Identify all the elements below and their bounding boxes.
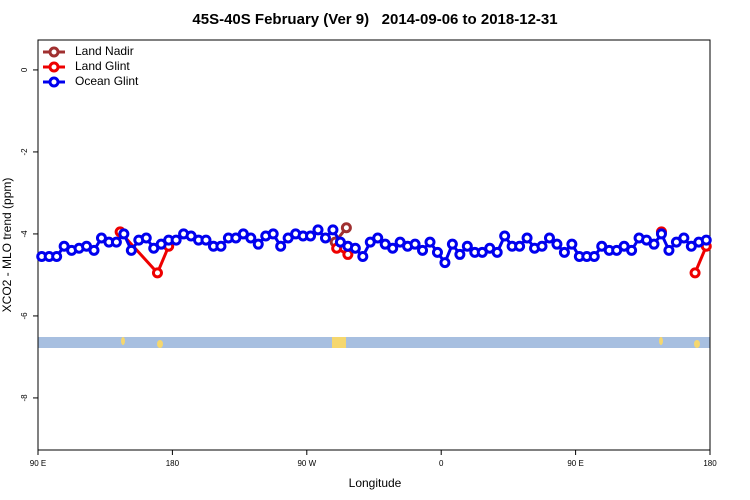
land-patch (157, 340, 163, 348)
x-tick-label: 90 E (567, 459, 583, 468)
x-tick-label: 90 E (30, 459, 46, 468)
data-point (543, 232, 555, 244)
data-point (88, 244, 100, 256)
data-point (267, 228, 279, 240)
legend-marker (48, 76, 60, 88)
series (36, 224, 712, 269)
x-tick-label: 180 (703, 459, 717, 468)
legend-label: Land Glint (75, 59, 130, 73)
y-tick-label: 0 (20, 67, 29, 72)
land-patch (694, 340, 700, 348)
x-axis-label: Longitude (349, 476, 402, 490)
data-point (252, 238, 264, 250)
legend-label: Ocean Glint (75, 74, 139, 88)
data-point (275, 240, 287, 252)
data-point (372, 232, 384, 244)
land-patch (121, 337, 125, 345)
data-point (558, 246, 570, 258)
data-point (521, 232, 533, 244)
data-point (110, 236, 122, 248)
y-tick-label: -6 (20, 312, 29, 320)
data-point (140, 232, 152, 244)
data-point (551, 238, 563, 250)
land-patch (659, 337, 663, 345)
x-tick-label: 180 (166, 459, 180, 468)
data-point (439, 257, 451, 269)
data-point (327, 224, 339, 236)
data-point (454, 248, 466, 260)
data-point (319, 232, 331, 244)
x-tick-label: 90 W (297, 459, 316, 468)
data-point (566, 238, 578, 250)
data-point (417, 244, 429, 256)
legend-label: Land Nadir (75, 44, 134, 58)
data-point (588, 250, 600, 262)
x-tick-label: 0 (439, 459, 444, 468)
data-point (461, 240, 473, 252)
data-point (446, 238, 458, 250)
data-point (170, 234, 182, 246)
data-point (200, 234, 212, 246)
legend-marker (48, 46, 60, 58)
data-point (700, 234, 712, 246)
data-point (536, 240, 548, 252)
chart-title: 45S-40S February (Ver 9) 2014-09-06 to 2… (192, 11, 557, 28)
data-point (118, 228, 130, 240)
y-tick-label: -2 (20, 148, 29, 156)
data-point (245, 232, 257, 244)
data-point (689, 267, 701, 279)
data-point (626, 244, 638, 256)
data-point (678, 232, 690, 244)
data-point (409, 238, 421, 250)
y-tick-label: -8 (20, 394, 29, 402)
data-point (215, 240, 227, 252)
data-point (125, 244, 137, 256)
data-point (349, 242, 361, 254)
data-point (151, 267, 163, 279)
data-point (387, 242, 399, 254)
data-point (431, 246, 443, 258)
data-point (357, 250, 369, 262)
data-point (491, 246, 503, 258)
y-tick-label: -4 (20, 230, 29, 238)
data-point (312, 224, 324, 236)
data-point (305, 230, 317, 242)
data-point (340, 222, 352, 234)
data-point (499, 230, 511, 242)
land-patch (332, 337, 346, 348)
y-axis-label: XCO2 - MLO trend (ppm) (0, 178, 14, 313)
ocean-band (38, 337, 710, 348)
data-point (51, 250, 63, 262)
data-point (655, 228, 667, 240)
legend-marker (48, 61, 60, 73)
data-point (514, 240, 526, 252)
land-mask-band (38, 337, 710, 348)
data-point (648, 238, 660, 250)
data-point (663, 244, 675, 256)
data-point (424, 236, 436, 248)
